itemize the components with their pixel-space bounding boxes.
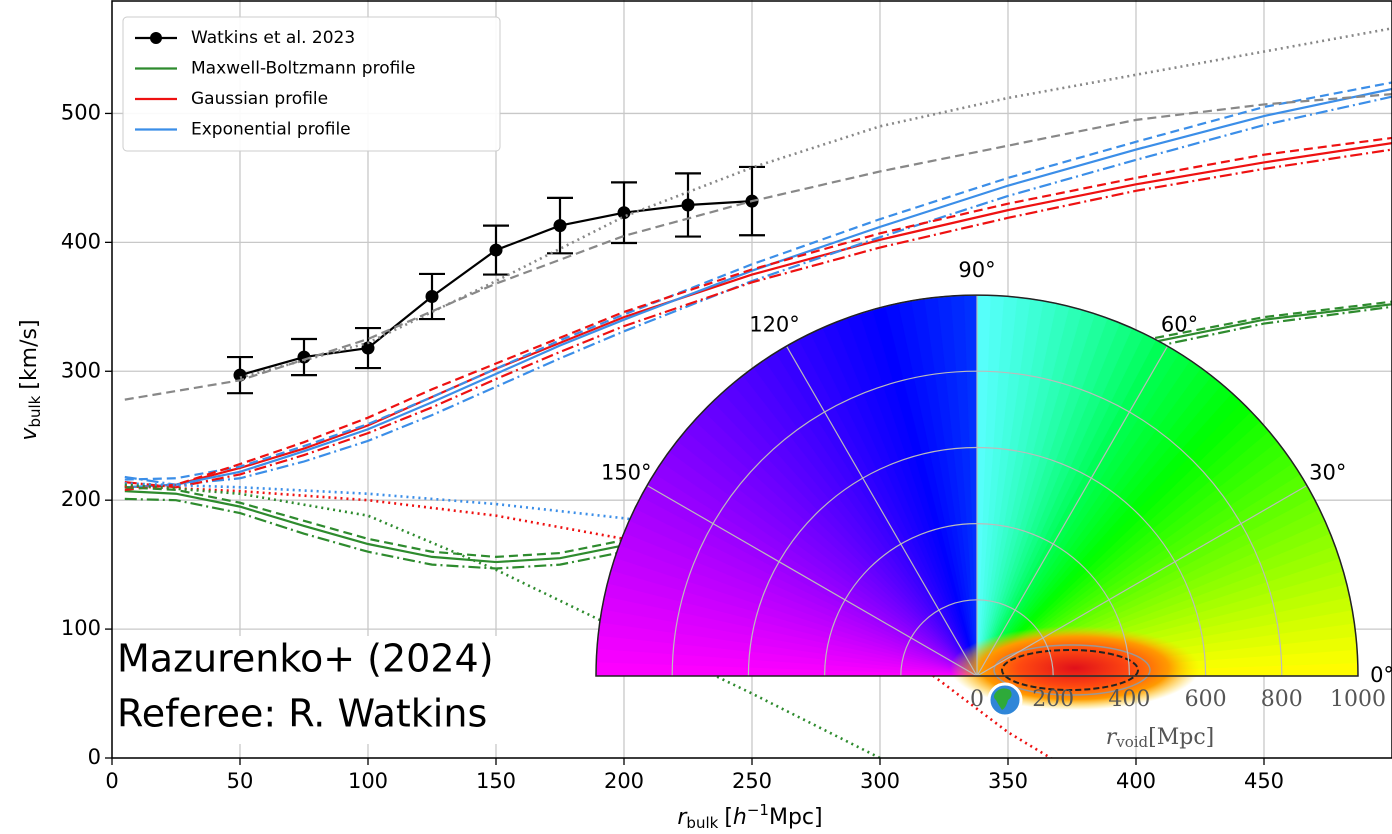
- label-part: [km/s]: [17, 319, 42, 389]
- angle-tick-label: 60°: [1161, 312, 1198, 336]
- angle-tick-label: 30°: [1309, 461, 1346, 485]
- series-line: [124, 81, 1392, 481]
- label-part: v: [17, 427, 42, 441]
- y-tick-label: 200: [61, 487, 101, 511]
- data-point: [489, 243, 503, 257]
- density-blob: [950, 626, 1200, 710]
- x-tick-label: 100: [348, 769, 388, 793]
- angle-tick-label: 150°: [601, 461, 652, 485]
- label-part: −1: [747, 801, 769, 819]
- data-point: [297, 350, 311, 364]
- legend-label: Gaussian profile: [191, 89, 328, 109]
- r-tick-label: 600: [1185, 687, 1227, 712]
- r-tick-label: 400: [1108, 687, 1150, 712]
- label-part: h: [733, 805, 747, 830]
- x-tick-label: 0: [105, 769, 118, 793]
- label-part: Mpc]: [769, 805, 823, 830]
- data-point: [425, 289, 439, 303]
- x-tick-label: 450: [1244, 769, 1284, 793]
- r-tick-label: 0: [970, 687, 984, 712]
- label-part: bulk: [26, 395, 44, 427]
- legend-label: Watkins et al. 2023: [191, 28, 355, 48]
- legend-label: Maxwell-Boltzmann profile: [191, 59, 416, 79]
- series-line: [124, 87, 1392, 489]
- y-tick-label: 400: [61, 229, 101, 253]
- legend-marker: [150, 32, 162, 44]
- annotation-text: Referee: R. Watkins: [117, 692, 487, 736]
- angle-tick-label: 120°: [749, 312, 800, 336]
- x-tick-label: 300: [860, 769, 900, 793]
- angle-tick-label: 0°: [1370, 663, 1392, 687]
- r-tick-label: 800: [1261, 687, 1303, 712]
- annotation: Mazurenko+ (2024) Referee: R. Watkins: [114, 636, 499, 744]
- x-tick-label: 150: [476, 769, 516, 793]
- y-tick-label: 0: [88, 745, 101, 769]
- label-part: [: [724, 805, 733, 830]
- legend-label: Exponential profile: [191, 120, 351, 140]
- series-line: [124, 148, 1392, 489]
- x-tick-label: 200: [604, 769, 644, 793]
- r-tick-label: 200: [1032, 687, 1074, 712]
- label-part: void: [1115, 733, 1148, 751]
- label-part: bulk: [686, 814, 718, 832]
- series-line: [239, 27, 1392, 379]
- series-line: [124, 483, 881, 758]
- series-line: [124, 95, 1392, 486]
- annotation-bg: [114, 636, 499, 744]
- contour: [993, 644, 1151, 696]
- x-tick-label: 50: [227, 769, 254, 793]
- label-part: r: [1106, 725, 1118, 750]
- earth-land: [994, 688, 1012, 710]
- r-axis-label: rvoid[Mpc]: [1106, 725, 1215, 751]
- series-line: [124, 136, 1392, 491]
- y-tick-label: 100: [61, 616, 101, 640]
- label-part: [Mpc]: [1148, 725, 1214, 750]
- polar-grid-spoke: [976, 345, 1169, 677]
- y-tick-label: 500: [61, 100, 101, 124]
- x-tick-label: 400: [1116, 769, 1156, 793]
- data-point: [553, 219, 567, 233]
- legend-box: [122, 16, 501, 152]
- x-tick-label: 350: [988, 769, 1028, 793]
- polar-grid-spoke: [976, 484, 1308, 677]
- annotation-text: Mazurenko+ (2024): [117, 637, 494, 681]
- polar-grid-spoke: [785, 345, 978, 677]
- y-tick-label: 300: [61, 358, 101, 382]
- series-line: [124, 482, 881, 560]
- data-point: [617, 206, 631, 220]
- legend: Watkins et al. 2023 Maxwell-Boltzmann pro…: [122, 16, 501, 152]
- data-point: [361, 341, 375, 355]
- series-line: [124, 142, 1392, 489]
- series-line: [124, 93, 1392, 401]
- label-part: r: [677, 805, 688, 830]
- r-tick-label: 1000: [1330, 687, 1386, 712]
- x-axis-label: rbulk [h−1Mpc]: [677, 801, 822, 832]
- x-tick-label: 250: [732, 769, 772, 793]
- polar-frame: [595, 294, 1359, 677]
- contour: [1001, 649, 1139, 691]
- y-axis-label: vbulk [km/s]: [17, 319, 44, 440]
- angle-tick-label: 90°: [958, 258, 995, 282]
- polar-grid-spoke: [646, 484, 978, 677]
- axes: 0 50 100 150 200 250 300 350 400 450 0 100 200 300 400…: [61, 0, 1392, 793]
- data-point: [681, 198, 695, 212]
